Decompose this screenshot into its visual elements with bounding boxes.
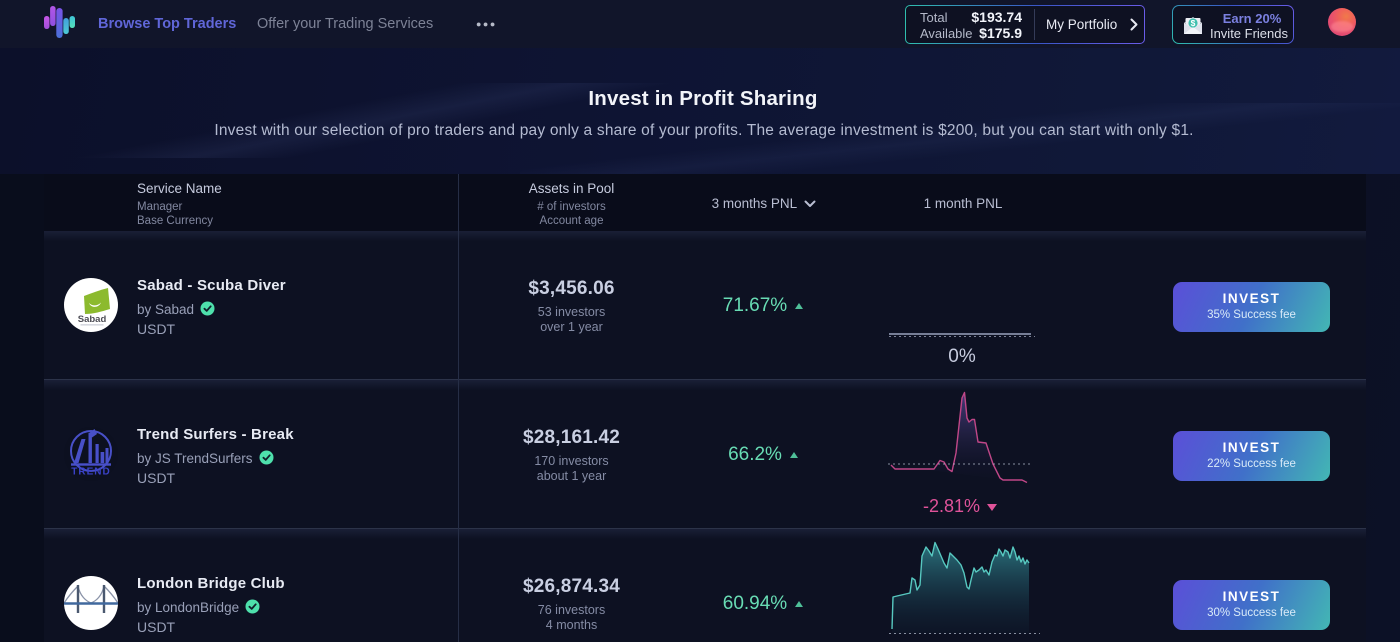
svg-text:TREND: TREND	[71, 467, 110, 478]
svg-text:Sabad: Sabad	[78, 314, 107, 325]
svg-text:$: $	[1191, 18, 1196, 28]
